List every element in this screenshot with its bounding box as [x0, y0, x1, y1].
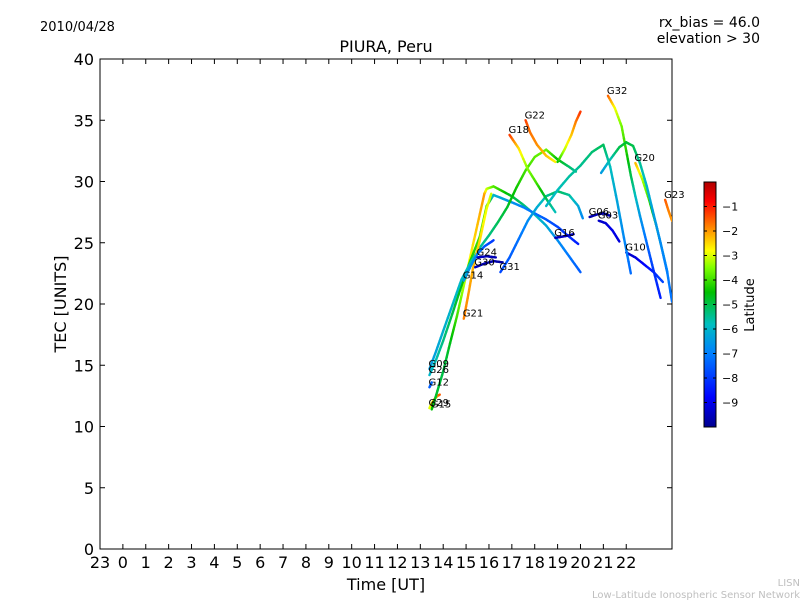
satellite-label: G09 [428, 359, 448, 370]
x-tick-label: 9 [324, 553, 334, 572]
x-tick-label: 21 [593, 553, 613, 572]
satellite-label: G10 [625, 243, 645, 254]
y-tick-label: 30 [74, 173, 94, 192]
x-tick-label: 5 [232, 553, 242, 572]
tec-trace-segment [670, 217, 672, 222]
satellite-label: G30 [474, 257, 494, 268]
satellite-label: G31 [499, 262, 519, 273]
tec-trace-segment [660, 279, 665, 284]
footer-org-short: LISN [778, 578, 800, 589]
x-tick-label: 10 [342, 553, 362, 572]
footer-org-long: Low-Latitude Ionospheric Sensor Network [592, 590, 800, 600]
satellite-label: G32 [607, 86, 627, 97]
x-tick-label: 14 [433, 553, 453, 572]
colorbar-tick-label: −5 [722, 299, 738, 312]
tec-trace-segment [578, 110, 582, 115]
x-tick-label: 17 [502, 553, 522, 572]
satellite-label: G06 [589, 207, 609, 218]
satellite-label: G18 [509, 125, 529, 136]
tec-trace-segment [580, 215, 584, 220]
tec-trace-segment [617, 238, 621, 243]
y-tick-label: 0 [84, 540, 94, 559]
colorbar-tick-label: −8 [722, 372, 738, 385]
elevation-label: elevation > 30 [657, 31, 760, 47]
x-tick-label: 6 [255, 553, 265, 572]
colorbar-tick-label: −2 [722, 225, 738, 238]
tec-trace-segment [490, 239, 495, 243]
satellite-label: G22 [525, 110, 545, 121]
satellite-label: G14 [463, 271, 483, 282]
x-tick-label: 1 [141, 553, 151, 572]
x-tick-label: 23 [90, 553, 110, 572]
satellite-label: G15 [431, 399, 451, 410]
x-tick-label: 4 [209, 553, 219, 572]
y-tick-label: 10 [74, 418, 94, 437]
colorbar-tick-label: −1 [722, 201, 738, 214]
tec-trace-segment [552, 159, 557, 164]
colorbar-tick-label: −3 [722, 250, 738, 263]
tec-trace-segment [489, 192, 493, 198]
colorbar-tick-label: −9 [722, 397, 738, 410]
x-tick-label: 7 [278, 553, 288, 572]
y-tick-label: 5 [84, 479, 94, 498]
x-tick-label: 2 [164, 553, 174, 572]
rx-bias-label: rx_bias = 46.0 [659, 15, 760, 31]
tec-trace-segment [577, 268, 582, 274]
y-tick-label: 20 [74, 295, 94, 314]
satellite-label: G03 [598, 211, 618, 222]
satellite-label: G29 [428, 398, 448, 409]
date-label: 2010/04/28 [40, 20, 115, 35]
x-tick-label: 18 [525, 553, 545, 572]
chart-title: PIURA, Peru [339, 37, 432, 56]
x-tick-label: 3 [186, 553, 196, 572]
tec-trace-segment [670, 295, 672, 303]
tec-trace-segment [552, 208, 557, 214]
satellite-label: G21 [463, 309, 483, 320]
y-tick-label: 35 [74, 111, 94, 130]
y-tick-label: 25 [74, 234, 94, 253]
colorbar-ticks: −1 −2 −3 −4 −5 −6 −7 −8 −9 [704, 201, 738, 410]
plot-frame [99, 58, 673, 550]
satellite-label: G20 [634, 153, 654, 164]
y-tick-label: 15 [74, 356, 94, 375]
colorbar-label: Latitude [743, 278, 758, 332]
y-axis-label: TEC [UNITS] [51, 256, 70, 354]
satellite-label: G12 [428, 377, 448, 388]
satellite-label: G16 [554, 228, 574, 239]
satellite-label: G23 [664, 190, 684, 201]
satellite-label: G26 [428, 365, 448, 376]
tec-marks [428, 94, 672, 411]
x-tick-label: 22 [616, 553, 636, 572]
x-tick-label: 12 [387, 553, 407, 572]
x-tick-label: 19 [547, 553, 567, 572]
x-tick-label: 15 [456, 553, 476, 572]
colorbar-tick-label: −4 [722, 274, 738, 287]
x-tick-label: 11 [364, 553, 384, 572]
tec-trace-segment [628, 266, 633, 275]
colorbar-tick-label: −7 [722, 348, 738, 361]
x-tick-label: 0 [118, 553, 128, 572]
x-tick-label: 16 [479, 553, 499, 572]
axis-ticks: 23 0 1 2 3 4 5 6 7 8 9 10 11 12 13 14 15 16 17 18 19 20 21 2205… [74, 50, 672, 572]
y-tick-label: 40 [74, 50, 94, 69]
x-tick-label: 8 [301, 553, 311, 572]
tec-trace-segment [575, 241, 580, 246]
x-tick-label: 20 [570, 553, 590, 572]
x-tick-label: 13 [410, 553, 430, 572]
x-axis-label: Time [UT] [346, 575, 425, 594]
tec-trace-segment [658, 292, 662, 300]
satellite-label: G24 [477, 247, 497, 258]
colorbar-tick-label: −6 [722, 323, 738, 336]
